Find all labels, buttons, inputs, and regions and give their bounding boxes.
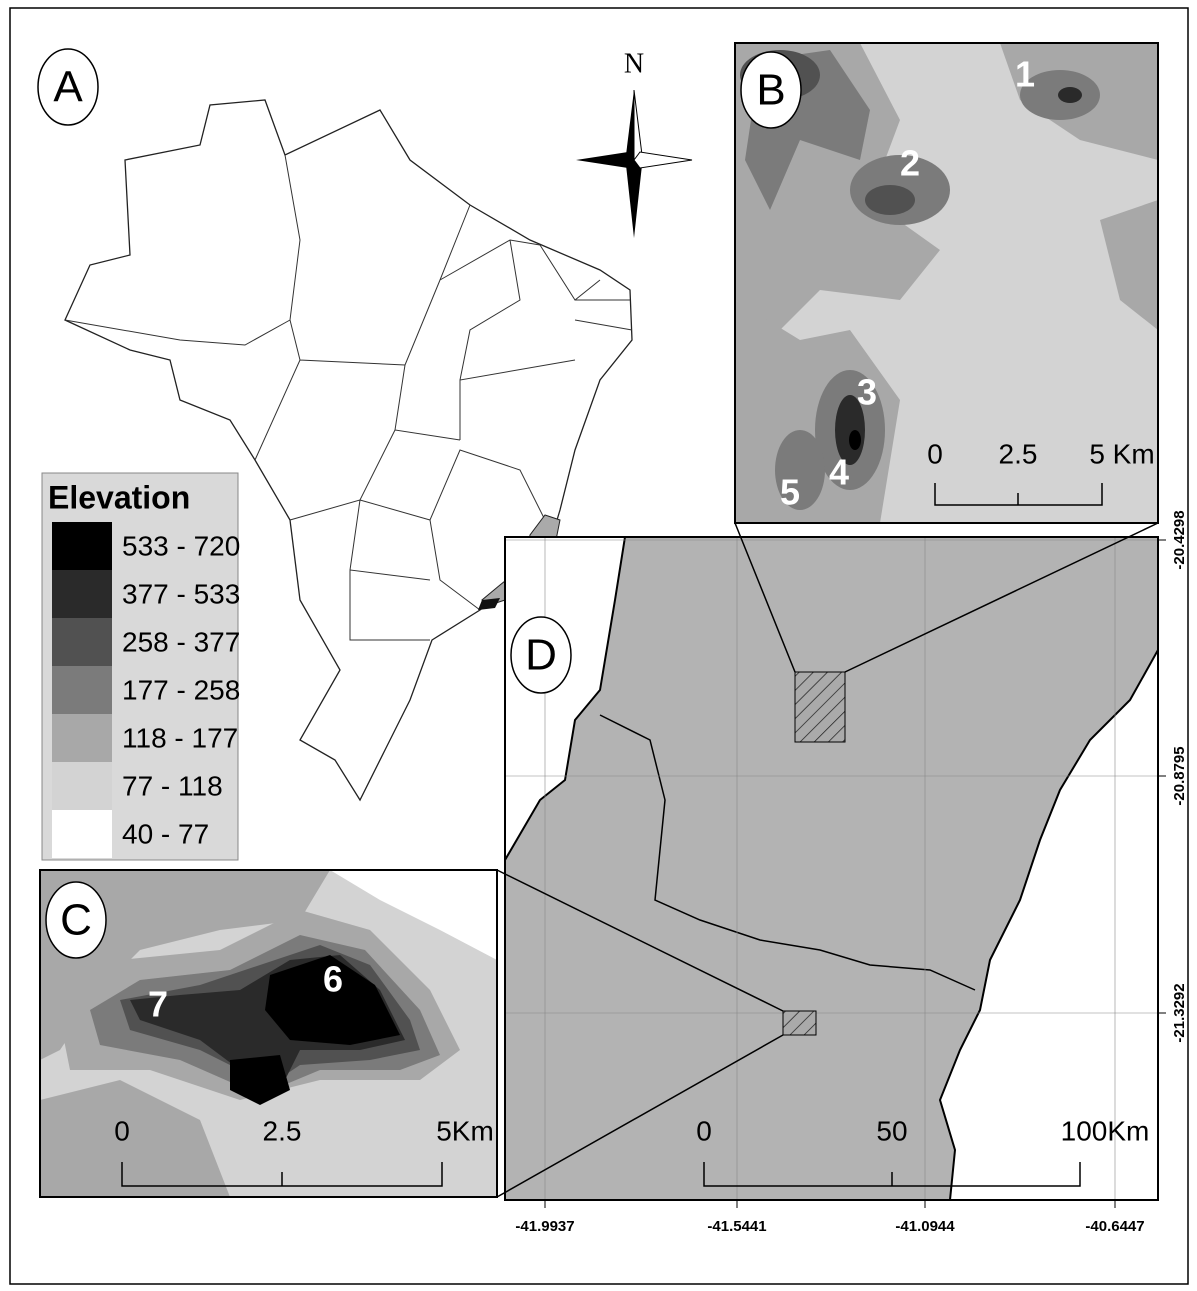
study-area-c <box>782 1010 817 1036</box>
scale-label: 0 <box>696 1115 712 1146</box>
panel-label-frame <box>37 48 99 126</box>
elevation-zone <box>40 1080 230 1197</box>
longitude-label: -41.5441 <box>707 1218 766 1235</box>
inset-c-terrain <box>40 870 497 1197</box>
site-label: 3 <box>857 372 877 413</box>
scale-bar <box>703 1162 1081 1187</box>
longitude-label: -41.9937 <box>515 1218 574 1235</box>
site-label: 7 <box>148 984 168 1025</box>
map-d-frame <box>504 536 1159 1201</box>
coordinates: -41.9937 -41.5441 -41.0944 -40.6447 -20.4298… <box>515 510 1188 1235</box>
frame <box>9 7 1189 1285</box>
elevation-zone <box>265 955 400 1045</box>
inset-b-frame <box>734 42 1159 524</box>
legend-swatch <box>52 762 112 810</box>
elevation-zone <box>230 1055 290 1105</box>
study-area-b <box>794 671 846 743</box>
scale-bar <box>934 483 1103 506</box>
map-d <box>505 537 1158 1200</box>
panel-label-frame <box>45 881 107 959</box>
scale-label: 5 Km <box>1089 438 1154 469</box>
north-label: N <box>624 48 644 79</box>
legend-label: 533 - 720 <box>122 530 240 561</box>
legend-swatch <box>52 618 112 666</box>
elevation-zone <box>40 870 330 1060</box>
scale-label: 2.5 <box>999 438 1038 469</box>
panel-label-frame <box>740 51 802 129</box>
elevation-zone <box>849 430 861 450</box>
site-label: 1 <box>1015 54 1035 95</box>
elevation-zone <box>1058 87 1082 103</box>
scale-label: 100Km <box>1061 1115 1150 1146</box>
legend-items: 533 - 720 377 - 533 258 - 377 177 - 258 118 … <box>52 522 240 858</box>
scale-bar <box>121 1162 443 1187</box>
site-label: 5 <box>780 472 800 513</box>
legend-swatch <box>52 666 112 714</box>
grid <box>505 537 1166 1208</box>
scale-label: 50 <box>876 1115 907 1146</box>
latitude-label: -20.4298 <box>1171 510 1188 569</box>
legend-label: 377 - 533 <box>122 578 240 609</box>
panel-label: C <box>60 896 92 945</box>
legend-swatch <box>52 522 112 570</box>
inset-b-terrain <box>735 43 1158 523</box>
panel-label: D <box>525 631 557 680</box>
longitude-label: -40.6447 <box>1085 1218 1144 1235</box>
legend-swatch <box>52 810 112 858</box>
legend-label: 258 - 377 <box>122 626 240 657</box>
latitude-label: -20.8795 <box>1171 746 1188 805</box>
legend-label: 40 - 77 <box>122 818 209 849</box>
site-label: 2 <box>900 143 920 184</box>
legend-label: 118 - 177 <box>122 722 238 753</box>
legend-swatch <box>52 570 112 618</box>
latitude-label: -21.3292 <box>1171 983 1188 1042</box>
scale-label: 0 <box>927 438 943 469</box>
panel-label: A <box>53 63 83 112</box>
site-label: 4 <box>829 452 849 493</box>
panel-label-frame <box>510 616 572 694</box>
site-label: 6 <box>323 959 343 1000</box>
panel-label: B <box>756 66 785 115</box>
elevation-zone <box>865 185 915 215</box>
scale-label: 0 <box>114 1115 130 1146</box>
legend-label: 77 - 118 <box>122 770 223 801</box>
inset-c-frame <box>39 869 498 1198</box>
elevation-zone <box>330 870 497 960</box>
scale-label: 2.5 <box>263 1115 302 1146</box>
legend-label: 177 - 258 <box>122 674 240 705</box>
elevation-zone <box>1100 200 1158 330</box>
legend-swatch <box>52 714 112 762</box>
scale-label: 5Km <box>436 1115 494 1146</box>
compass <box>576 89 693 238</box>
zoom-line <box>496 522 1159 1198</box>
legend-title: Elevation <box>48 479 190 515</box>
longitude-label: -41.0944 <box>895 1218 955 1235</box>
elevation-zone <box>775 430 825 510</box>
